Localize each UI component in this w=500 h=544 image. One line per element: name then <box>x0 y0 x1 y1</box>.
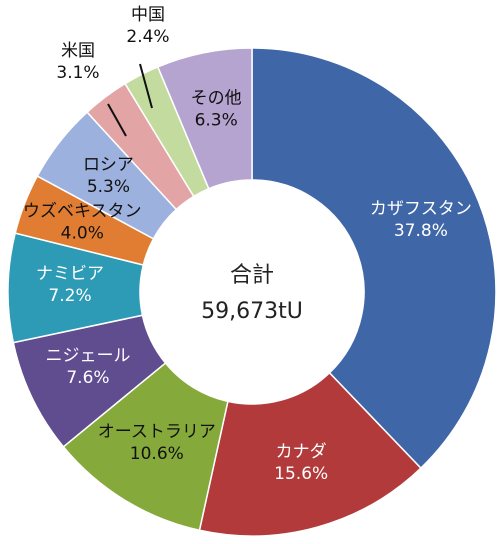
slice-value-uzbekistan: 4.0% <box>61 223 104 243</box>
center-label: 合計 <box>230 263 274 288</box>
slice-value-namibia: 7.2% <box>48 286 91 306</box>
leader-line-china <box>139 63 153 109</box>
slice-name-china: 中国 <box>131 5 165 25</box>
slice-name-kazakhstan: カザフスタン <box>370 199 472 219</box>
slice-name-niger: ニジェール <box>45 346 130 366</box>
slice-name-canada: カナダ <box>276 442 327 462</box>
slice-name-uzbekistan: ウズベキスタン <box>23 201 142 221</box>
slice-value-kazakhstan: 37.8% <box>394 221 448 241</box>
slice-name-russia: ロシア <box>83 155 134 175</box>
slice-name-namibia: ナミビア <box>36 264 104 284</box>
slice-value-russia: 5.3% <box>87 177 130 197</box>
slice-name-australia: オーストラリア <box>98 422 216 442</box>
slice-value-usa: 3.1% <box>56 63 99 83</box>
leader-line-usa <box>107 103 127 137</box>
slice-value-china: 2.4% <box>126 27 169 47</box>
slice-value-australia: 10.6% <box>130 444 184 464</box>
slice-value-others: 6.3% <box>195 111 238 131</box>
slice-value-canada: 15.6% <box>274 464 328 484</box>
slice-name-usa: 米国 <box>61 41 95 61</box>
leader-lines <box>107 63 153 137</box>
donut-hole <box>140 180 364 404</box>
center-value: 59,673tU <box>201 299 303 324</box>
slice-value-niger: 7.6% <box>66 368 109 388</box>
slice-name-others: その他 <box>191 89 242 109</box>
